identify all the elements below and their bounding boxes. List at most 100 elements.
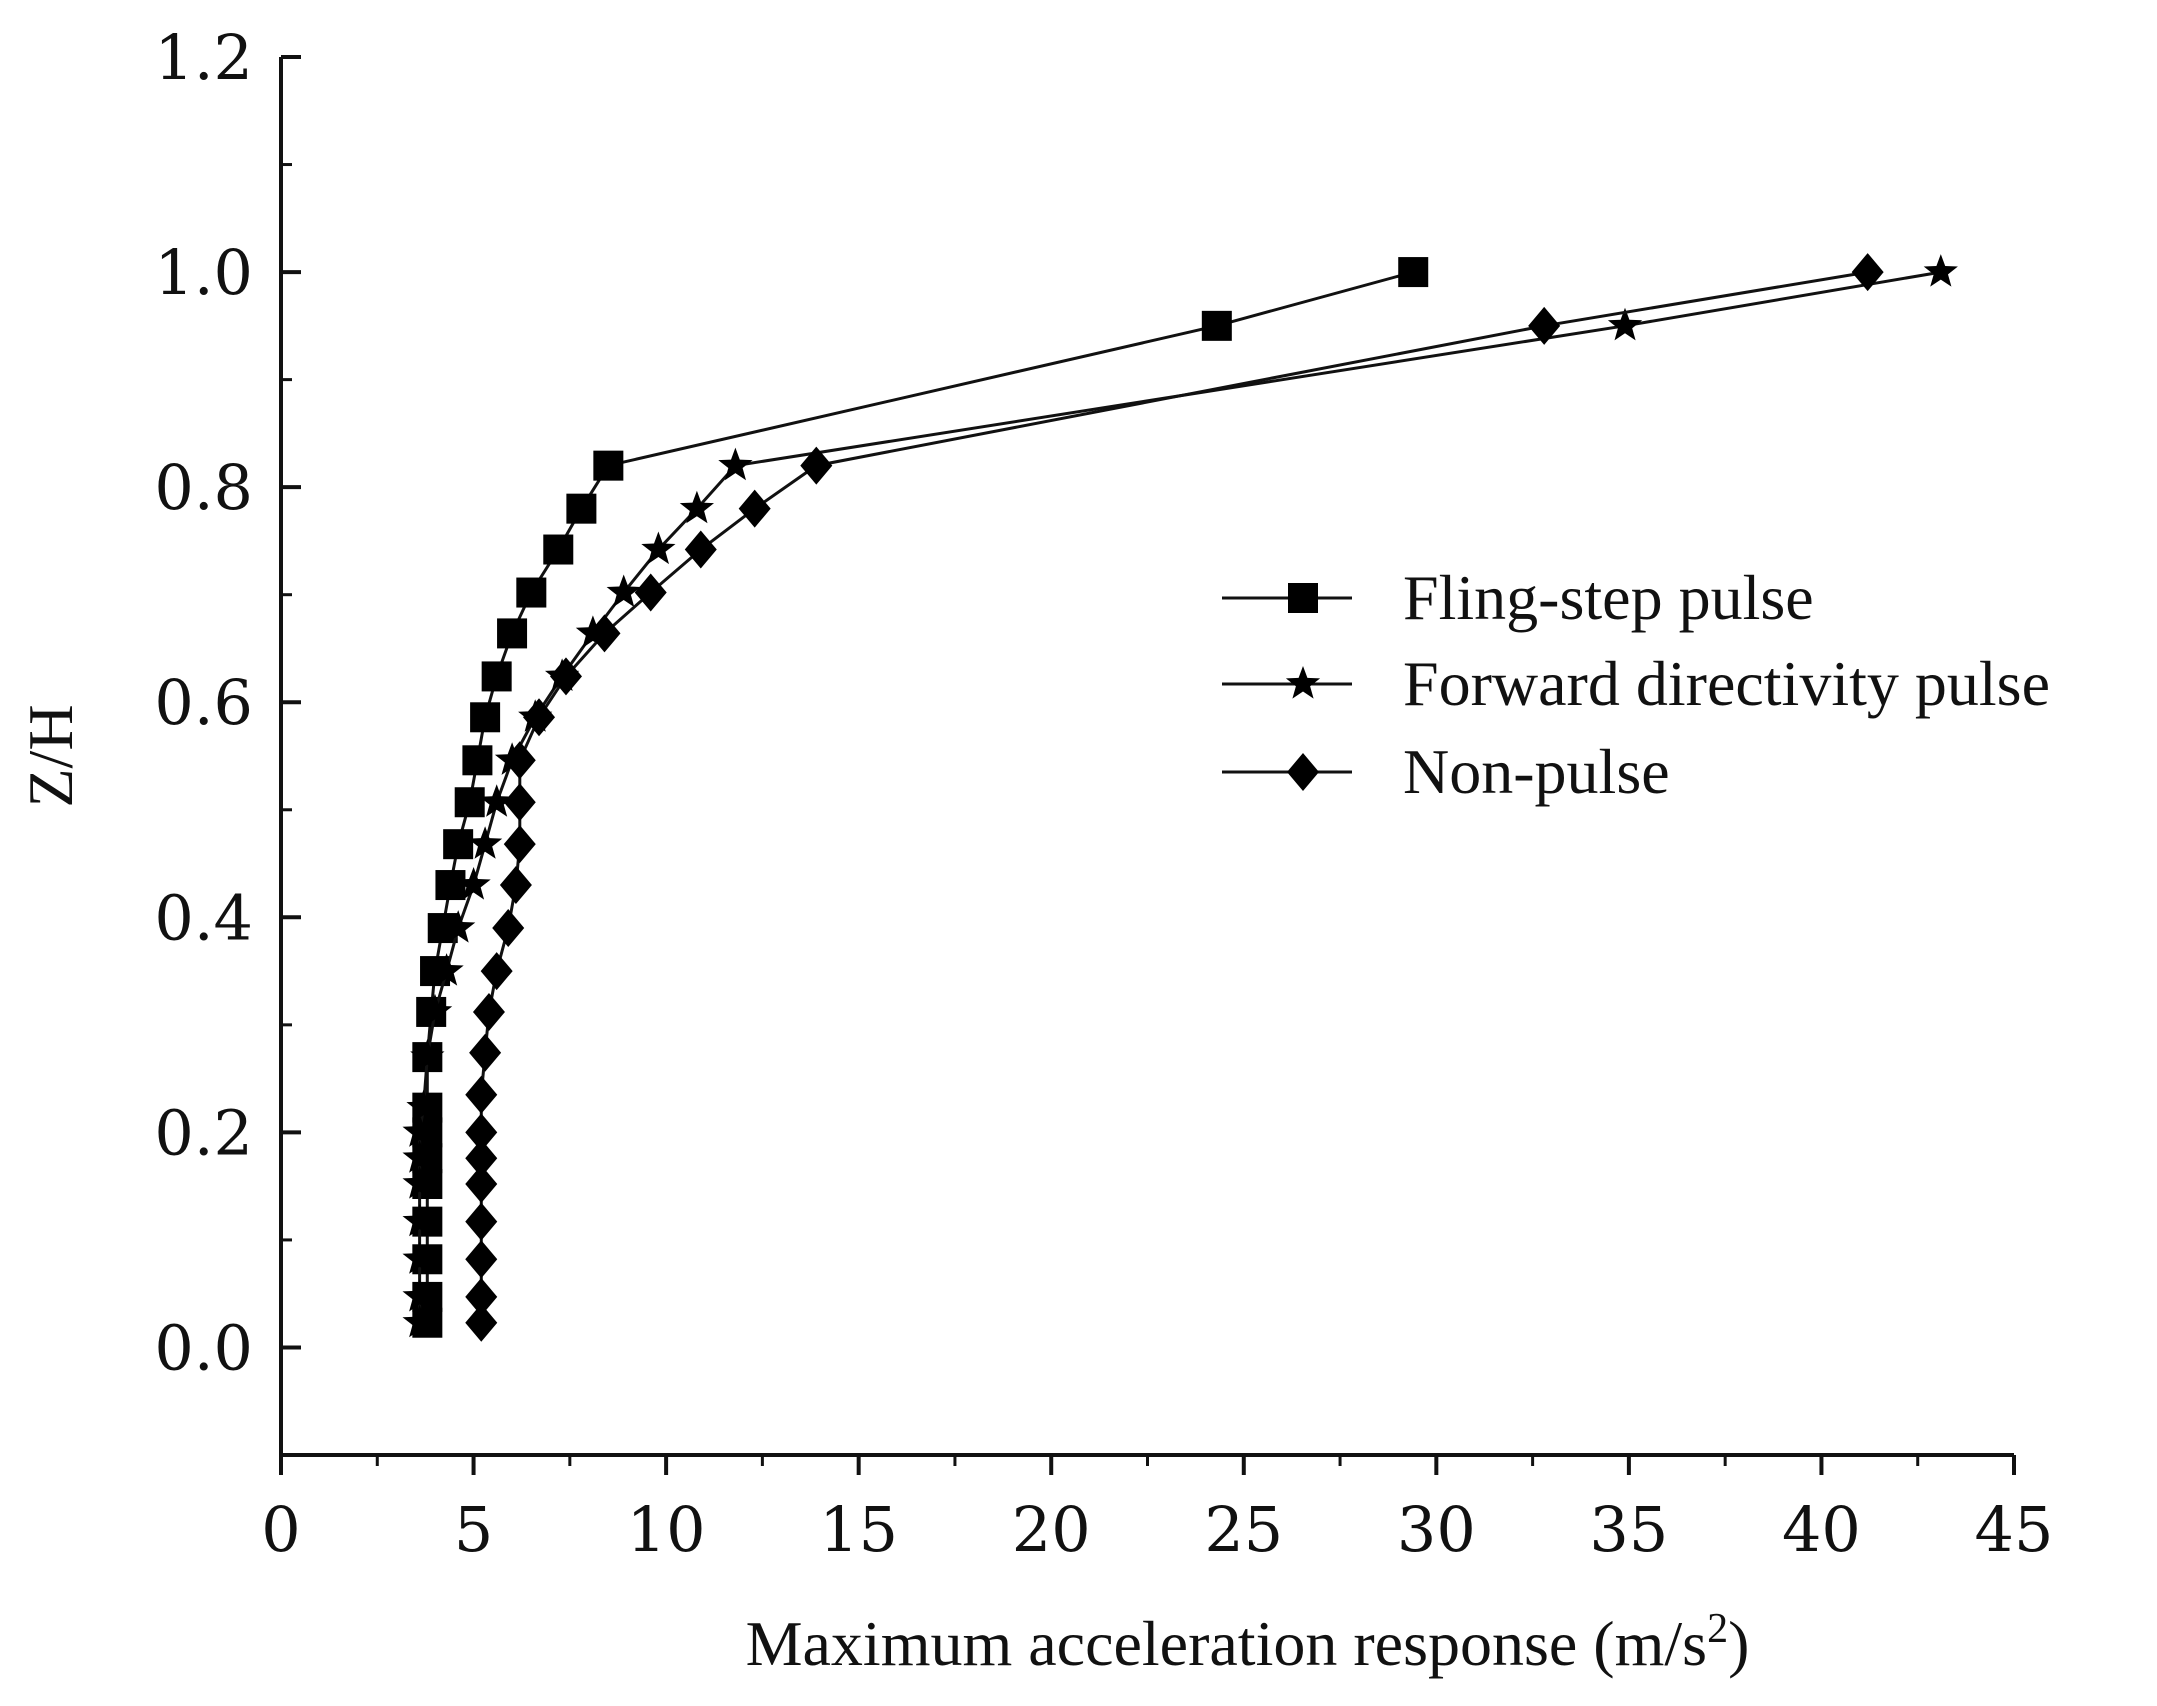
x-axis-ticks: 0 5 10 15 20 25 30 35 40 45 — [261, 1455, 2053, 1566]
x-axis-label-end: ) — [1728, 1608, 1749, 1679]
data-point-star — [641, 531, 676, 565]
data-point-star — [402, 1203, 437, 1237]
data-point-star — [479, 784, 514, 817]
y-tick-label: 0.6 — [154, 666, 253, 739]
data-point-diamond — [503, 783, 536, 822]
legend-label: Non-pulse — [1403, 736, 1670, 807]
data-point-star — [402, 1140, 437, 1173]
data-point-star — [1607, 307, 1643, 341]
series-layer — [402, 253, 1958, 1342]
x-tick-label: 0 — [261, 1493, 300, 1566]
data-point-diamond — [503, 741, 536, 780]
x-tick-label: 30 — [1397, 1493, 1476, 1566]
data-point-diamond — [465, 1139, 498, 1178]
data-point-star — [679, 490, 714, 524]
legend-marker-square — [1288, 583, 1318, 613]
data-point-diamond — [523, 698, 556, 737]
data-point-square — [566, 493, 597, 524]
y-tick-label: 0.8 — [154, 451, 253, 524]
data-point-diamond — [1851, 253, 1884, 292]
x-tick-label: 5 — [454, 1493, 493, 1566]
data-point-star — [456, 867, 491, 900]
legend-item-star: Forward directivity pulse — [1222, 648, 2050, 719]
legend: Fling-step pulse Forward directivity puls… — [1222, 562, 2050, 807]
data-point-diamond — [499, 866, 532, 905]
data-point-square — [543, 534, 574, 565]
data-point-square — [593, 450, 624, 481]
data-point-square — [497, 618, 528, 649]
series-line — [418, 270, 1942, 1323]
data-point-star — [402, 1114, 437, 1147]
data-point-star — [417, 993, 453, 1027]
data-point-diamond — [800, 446, 833, 485]
data-point-square — [1201, 310, 1232, 341]
legend-label: Fling-step pulse — [1403, 562, 1814, 633]
data-point-diamond — [465, 1277, 498, 1316]
data-point-star — [406, 1089, 441, 1123]
x-tick-label: 40 — [1782, 1493, 1861, 1566]
data-point-square — [435, 870, 466, 901]
legend-item-diamond: Non-pulse — [1222, 736, 1670, 807]
data-point-star — [410, 1039, 445, 1072]
data-point-star — [468, 826, 503, 859]
data-point-star — [718, 447, 753, 481]
x-tick-label: 35 — [1589, 1493, 1668, 1566]
x-tick-label: 10 — [627, 1493, 706, 1566]
legend-label: Forward directivity pulse — [1403, 648, 2050, 719]
legend-item-square: Fling-step pulse — [1222, 562, 1814, 633]
y-tick-label: 1.0 — [154, 236, 253, 309]
legend-marker-diamond — [1287, 753, 1319, 791]
x-axis-label-superscript: 2 — [1707, 1606, 1728, 1652]
y-tick-label: 0.0 — [154, 1311, 253, 1384]
data-point-diamond — [503, 825, 536, 864]
data-point-square — [443, 829, 474, 860]
data-point-diamond — [465, 1202, 498, 1241]
data-point-diamond — [465, 1165, 498, 1204]
data-point-square — [481, 661, 512, 692]
data-point-square — [462, 745, 493, 776]
data-point-star — [429, 953, 464, 986]
series-square — [412, 257, 1429, 1338]
x-tick-label: 15 — [819, 1493, 898, 1566]
legend-marker-star — [1285, 666, 1321, 699]
data-point-square — [516, 577, 547, 608]
x-axis-label: Maximum acceleration response (m/s2) — [746, 1606, 1750, 1679]
data-point-star — [402, 1166, 437, 1199]
data-point-diamond — [492, 909, 525, 948]
data-point-diamond — [549, 657, 582, 696]
series-line — [425, 270, 1414, 1323]
data-point-diamond — [1528, 306, 1561, 345]
data-point-diamond — [465, 1075, 498, 1114]
data-point-diamond — [465, 1240, 498, 1279]
data-point-diamond — [469, 1033, 502, 1072]
data-point-square — [1398, 257, 1429, 288]
plot-frame — [279, 57, 2014, 1457]
data-point-star — [606, 574, 641, 608]
data-point-diamond — [634, 573, 667, 612]
data-point-diamond — [465, 1303, 498, 1342]
data-point-diamond — [684, 530, 717, 569]
data-point-square — [454, 787, 485, 818]
y-tick-label: 1.2 — [154, 21, 253, 94]
data-point-star — [402, 1304, 437, 1338]
y-tick-label: 0.4 — [154, 881, 253, 954]
x-tick-label: 25 — [1204, 1493, 1283, 1566]
data-point-star — [402, 1278, 437, 1312]
y-tick-label: 0.2 — [154, 1096, 253, 1169]
data-point-diamond — [465, 1113, 498, 1152]
data-point-star — [441, 910, 476, 943]
data-point-star — [402, 1241, 437, 1274]
series-diamond — [465, 253, 1884, 1342]
data-point-diamond — [738, 489, 771, 528]
data-point-star — [1923, 254, 1958, 287]
data-point-square — [470, 702, 501, 733]
y-axis-label: Z/H — [15, 704, 86, 807]
y-axis-ticks: 0.0 0.2 0.4 0.6 0.8 1.0 1.2 — [154, 21, 301, 1457]
data-point-diamond — [472, 992, 505, 1031]
data-point-diamond — [588, 614, 621, 653]
x-tick-label: 20 — [1012, 1493, 1091, 1566]
data-point-diamond — [480, 952, 513, 991]
series-star — [402, 254, 1958, 1338]
x-axis-label-main: Maximum acceleration response (m/s — [746, 1608, 1707, 1679]
